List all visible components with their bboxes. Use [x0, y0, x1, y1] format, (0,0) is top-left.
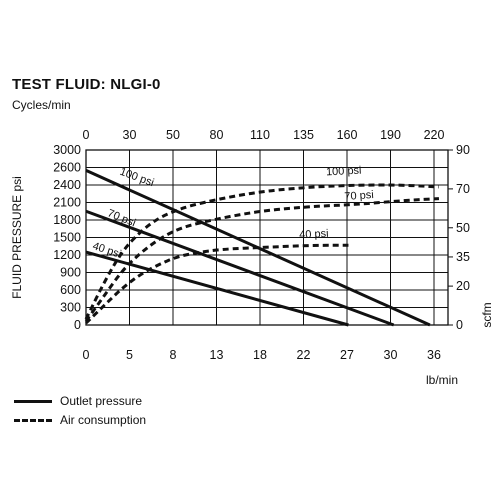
right-axis-title: scfm [480, 302, 494, 327]
top-tick-label: 50 [166, 128, 180, 142]
right-tick-label: 50 [456, 221, 470, 235]
left-tick-label: 0 [74, 318, 81, 332]
legend-air-label: Air consumption [60, 413, 147, 427]
left-axis-title: FLUID PRESSURE psi [10, 176, 24, 299]
bottom-tick-label: 13 [210, 348, 224, 362]
top-axis-title: Cycles/min [12, 98, 71, 112]
outlet-pressure-line-70-psi [85, 209, 395, 327]
bottom-tick-label: 22 [297, 348, 311, 362]
bottom-tick-label: 18 [253, 348, 267, 362]
bottom-tick-label: 5 [126, 348, 133, 362]
left-tick-label: 1500 [53, 231, 81, 245]
right-tick-label: 35 [456, 250, 470, 264]
legend-air: Air consumption [14, 412, 146, 428]
top-tick-label: 30 [123, 128, 137, 142]
legend-dashed-line-icon [14, 418, 52, 422]
bottom-tick-label: 30 [384, 348, 398, 362]
air-consumption-line-40-psi [84, 243, 349, 325]
top-tick-label: 80 [210, 128, 224, 142]
bottom-tick-label: 36 [427, 348, 441, 362]
right-tick-label: 20 [456, 279, 470, 293]
right-tick-label: 70 [456, 182, 470, 196]
left-tick-label: 3000 [53, 143, 81, 157]
left-tick-label: 1800 [53, 213, 81, 227]
top-tick-label: 160 [337, 128, 358, 142]
series-label: 70 psi [344, 189, 374, 203]
top-tick-label: 220 [424, 128, 445, 142]
bottom-tick-label: 8 [170, 348, 177, 362]
left-tick-label: 300 [60, 301, 81, 315]
top-tick-label: 135 [293, 128, 314, 142]
series-label: 100 psi [118, 166, 155, 189]
air-consumption-line-70-psi [84, 197, 440, 322]
air-consumption-line-100-psi [84, 183, 440, 320]
left-tick-label: 2100 [53, 196, 81, 210]
top-tick-label: 110 [250, 128, 270, 142]
series-label: 70 psi [106, 207, 138, 229]
top-tick-label: 0 [83, 128, 90, 142]
left-tick-label: 2400 [53, 178, 81, 192]
right-tick-label: 0 [456, 318, 463, 332]
legend-solid-line-icon [14, 399, 52, 403]
left-tick-label: 900 [60, 266, 81, 280]
chart-title: TEST FLUID: NLGI-0 [12, 76, 161, 93]
left-tick-label: 600 [60, 283, 81, 297]
legend-outlet: Outlet pressure [14, 393, 142, 409]
series-label: 40 psi [299, 228, 329, 242]
legend-outlet-label: Outlet pressure [60, 394, 143, 408]
bottom-tick-label: 27 [340, 348, 354, 362]
right-tick-label: 90 [456, 143, 470, 157]
left-tick-label: 1200 [53, 248, 81, 262]
top-tick-label: 190 [380, 128, 401, 142]
plot-frame [85, 149, 449, 326]
left-tick-label: 2600 [53, 161, 81, 175]
bottom-axis-title: lb/min [426, 373, 458, 387]
series-label: 100 psi [326, 165, 362, 179]
outlet-pressure-line-40-psi [85, 250, 349, 327]
bottom-tick-label: 0 [83, 348, 90, 362]
